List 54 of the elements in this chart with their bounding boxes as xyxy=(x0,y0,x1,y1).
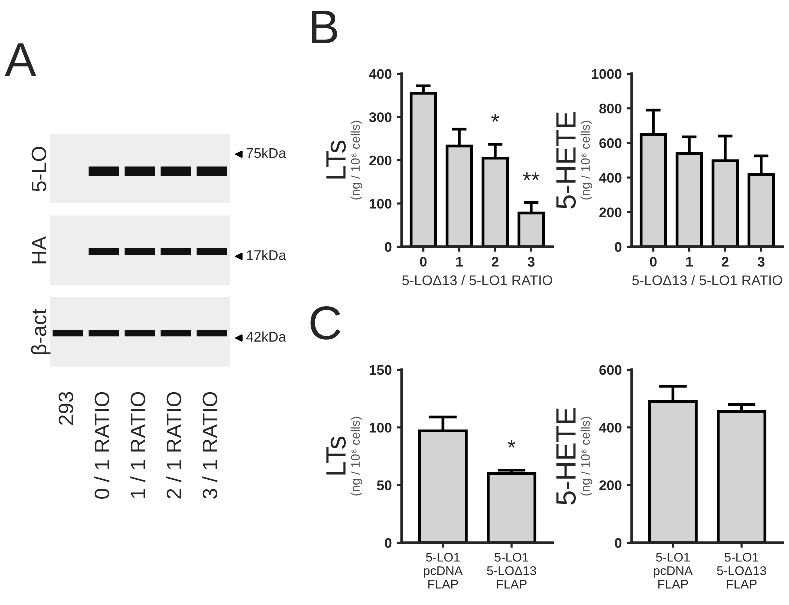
x-tick-label: 5-LO1 pcDNA FLAP xyxy=(424,553,463,589)
text: A xyxy=(5,44,36,76)
y-tick-label: 200 xyxy=(600,208,622,218)
y-tick-label: 400 xyxy=(599,423,622,433)
y-tick-label: 600 xyxy=(600,365,622,376)
y-tick-label: 0 xyxy=(615,538,622,548)
x-tick-label: 3 xyxy=(528,257,535,267)
category-label: 0 / 1 RATIO xyxy=(94,392,110,499)
y-tick-label: 800 xyxy=(600,104,622,114)
x-axis-title: 5-LOΔ13 / 5-LO1 RATIO xyxy=(402,275,552,286)
y-tick-label: 150 xyxy=(370,365,392,376)
annotation: ** xyxy=(523,172,540,180)
text: 42kDa xyxy=(246,332,286,342)
y-tick-label: 100 xyxy=(370,199,392,209)
text: 17kDa xyxy=(247,250,286,260)
y-tick-label: 400 xyxy=(369,69,392,80)
category-label: 5-LO xyxy=(32,147,47,192)
x-axis-title: 5-LOΔ13 / 5-LO1 RATIO xyxy=(632,275,782,286)
y-tick-label: 1000 xyxy=(592,69,622,80)
y-axis-title: LTs (ng / 10⁶ cells) xyxy=(326,121,363,200)
x-tick-label: 3 xyxy=(758,257,765,267)
chart-title: B xyxy=(312,10,338,44)
x-tick-label: 0 xyxy=(650,257,657,267)
y-tick-label: 0 xyxy=(385,242,392,252)
annotation: * xyxy=(492,114,500,122)
x-tick-label: 5-LO1 5-LOΔ13 FLAP xyxy=(717,553,766,589)
x-tick-label: 1 xyxy=(686,257,693,267)
x-tick-label: 5-LO1 pcDNA FLAP xyxy=(654,553,693,589)
chart-title: C xyxy=(310,306,341,340)
x-tick-label: 2 xyxy=(722,257,729,267)
x-tick-label: 5-LO1 5-LOΔ13 FLAP xyxy=(487,553,536,589)
x-tick-label: 0 xyxy=(420,257,427,267)
category-label: 3 / 1 RATIO xyxy=(202,392,218,499)
y-tick-label: 400 xyxy=(599,173,622,183)
y-tick-label: 200 xyxy=(370,156,392,166)
annotation: * xyxy=(508,440,516,448)
category-label: 2 / 1 RATIO xyxy=(166,392,182,499)
y-tick-label: 0 xyxy=(615,242,622,252)
y-tick-label: 0 xyxy=(385,538,392,548)
y-tick-label: 50 xyxy=(377,480,392,491)
x-tick-label: 2 xyxy=(492,257,499,267)
category-label: β-act xyxy=(31,309,51,354)
y-tick-label: 300 xyxy=(369,112,392,122)
y-axis-title: 5-HETE (ng / 10⁶ cells) xyxy=(556,408,593,505)
category-label: HA xyxy=(32,236,46,264)
y-tick-label: 100 xyxy=(370,423,392,433)
category-label: 293 xyxy=(58,392,74,426)
category-label: 1 / 1 RATIO xyxy=(130,392,146,498)
y-axis-title: 5-HETE (ng / 10⁶ cells) xyxy=(556,112,593,209)
x-tick-label: 1 xyxy=(456,257,463,267)
y-tick-label: 600 xyxy=(600,138,622,148)
y-tick-label: 200 xyxy=(600,480,622,491)
y-axis-title: LTs (ng / 10⁶ cells) xyxy=(326,417,363,496)
text: 75kDa xyxy=(246,148,286,158)
